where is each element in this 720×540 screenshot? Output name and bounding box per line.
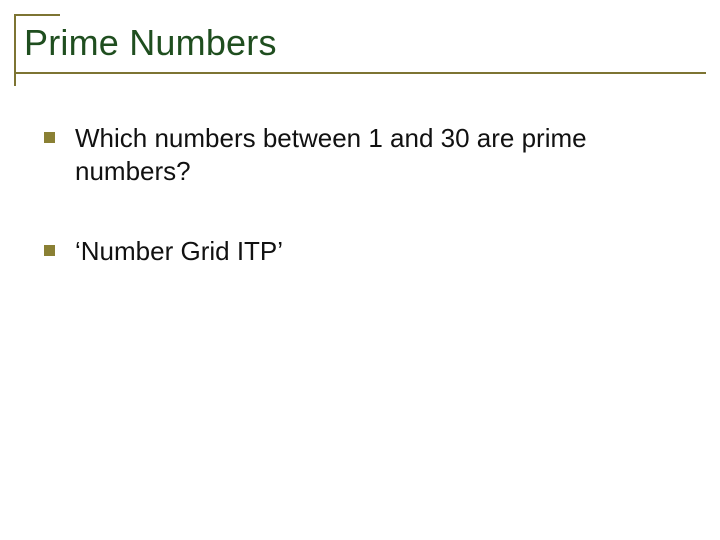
bullet-text: Which numbers between 1 and 30 are prime… — [75, 122, 680, 189]
bullet-text: ‘Number Grid ITP’ — [75, 235, 283, 268]
square-bullet-icon — [44, 245, 55, 256]
list-item: Which numbers between 1 and 30 are prime… — [44, 122, 680, 189]
square-bullet-icon — [44, 132, 55, 143]
slide: Prime Numbers Which numbers between 1 an… — [0, 0, 720, 540]
content-block: Which numbers between 1 and 30 are prime… — [44, 122, 680, 314]
slide-title: Prime Numbers — [14, 16, 706, 72]
title-bottom-border — [14, 72, 706, 74]
title-block: Prime Numbers — [14, 14, 706, 74]
title-left-border — [14, 14, 16, 86]
list-item: ‘Number Grid ITP’ — [44, 235, 680, 268]
